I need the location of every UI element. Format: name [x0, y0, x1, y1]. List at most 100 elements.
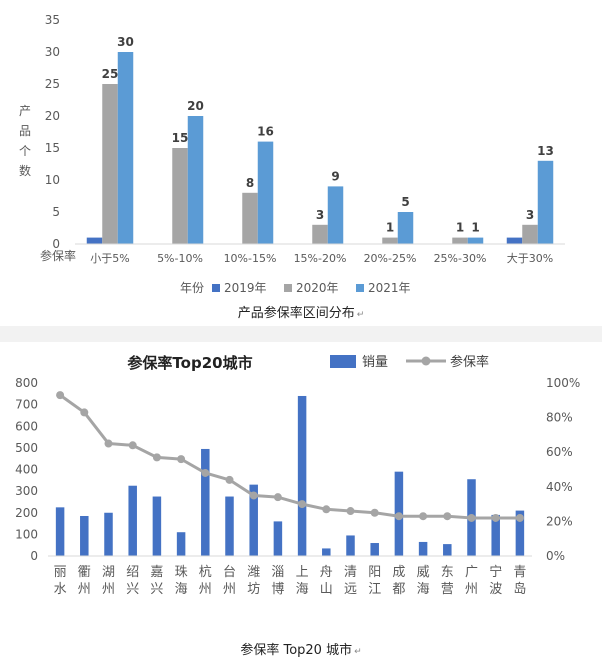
bar-2019年: [86, 237, 103, 244]
bar-销量: [152, 496, 162, 556]
y-tick-label-left: 0: [30, 549, 38, 563]
legend-swatch: [356, 284, 364, 292]
x-tick-label-char: 兴: [150, 582, 163, 597]
data-label: 1: [456, 221, 464, 235]
x-tick-label-char: 台: [223, 565, 236, 580]
x-tick-label-char: 远: [344, 582, 357, 597]
data-label: 25: [102, 67, 119, 81]
bar-销量: [176, 532, 186, 556]
bar-销量: [104, 512, 113, 556]
legend-swatch: [212, 284, 220, 292]
bar-销量: [55, 507, 65, 556]
x-tick-label-char: 都: [392, 582, 405, 597]
y-tick-label-right: 0%: [546, 549, 565, 563]
legend-entry: 2021年: [368, 281, 411, 295]
x-tick-label-char: 州: [223, 582, 236, 597]
x-tick-label-char: 宁: [489, 564, 502, 580]
line-point: [322, 505, 331, 514]
y-tick-label: 30: [45, 45, 60, 59]
x-tick-label-char: 博: [271, 582, 284, 597]
line-point: [467, 513, 476, 522]
y-tick-label: 0: [52, 237, 60, 251]
legend-entry: 2020年: [296, 281, 339, 295]
bar-2019年: [506, 237, 523, 244]
bar-2021年: [467, 237, 484, 244]
line-point: [370, 508, 379, 517]
chart1-svg: 05101520253035产品个数参保率2530小于5%15205%-10%8…: [19, 13, 565, 295]
y-axis-label-char: 产: [19, 104, 31, 118]
line-point: [128, 441, 137, 450]
data-label: 13: [537, 144, 554, 158]
x-tick-label-char: 丽: [54, 565, 67, 580]
x-tick-label-char: 江: [368, 582, 381, 597]
bar-销量: [273, 521, 283, 556]
y-tick-label-left: 600: [15, 419, 38, 433]
bar-销量: [322, 548, 331, 556]
data-label: 5: [401, 195, 409, 209]
line-参保率: [59, 393, 520, 520]
y-tick-label-right: 40%: [546, 480, 573, 494]
legend-entry: 2019年: [224, 281, 267, 295]
chart1-panel: 0 5 10 15 20 25 30 35 产品个数参保率 25 30 小于5% 15 20 5%-10% 8…: [0, 0, 602, 326]
line-point: [249, 491, 258, 500]
data-label: 16: [257, 125, 274, 139]
line-point: [104, 439, 113, 448]
y-tick-label-left: 300: [15, 484, 38, 498]
x-axis-label: 参保率: [40, 248, 76, 263]
y-tick-label: 20: [45, 109, 60, 123]
bar-2021年: [327, 186, 344, 244]
x-tick-label: 25%-30%: [434, 252, 487, 265]
paragraph-mark-icon: ↵: [356, 310, 365, 320]
line-point: [491, 513, 500, 522]
line-point: [515, 513, 524, 522]
data-label: 1: [386, 221, 394, 235]
data-label: 3: [526, 208, 534, 222]
x-tick-label-char: 衢: [78, 565, 91, 580]
chart2-caption-text: 参保率 Top20 城市: [240, 643, 353, 658]
legend-swatch: [284, 284, 292, 292]
line-point: [225, 475, 234, 484]
bar-2021年: [117, 52, 134, 244]
x-tick-label-char: 阳: [368, 565, 381, 580]
x-tick-label-char: 兴: [126, 582, 139, 597]
line-point: [80, 408, 89, 417]
x-tick-label-char: 州: [102, 582, 115, 597]
bar-2021年: [257, 141, 274, 244]
y-tick-label-right: 20%: [546, 514, 573, 528]
x-tick-label-char: 珠: [175, 565, 188, 580]
y-axis-label-char: 数: [19, 163, 31, 178]
bar-销量: [443, 544, 452, 556]
x-tick-label-char: 杭: [199, 565, 212, 580]
bar-2020年: [312, 224, 328, 244]
y-tick-label: 5: [52, 205, 60, 219]
x-tick-label: 10%-15%: [224, 252, 277, 265]
x-tick-label-char: 东: [441, 565, 454, 580]
x-tick-label-char: 上: [296, 565, 309, 580]
x-tick-label-char: 州: [199, 582, 212, 597]
data-label: 3: [316, 208, 324, 222]
x-tick-label-char: 青: [513, 565, 526, 580]
x-tick-label: 大于30%: [507, 251, 553, 265]
chart2-caption: 参保率 Top20 城市 ↵: [0, 639, 602, 658]
y-tick-label: 10: [45, 173, 60, 187]
data-label: 9: [331, 169, 339, 183]
y-tick-label-left: 500: [15, 441, 38, 455]
line-point: [419, 512, 428, 521]
x-tick-label-char: 山: [320, 582, 333, 597]
x-tick-label: 小于5%: [90, 252, 129, 265]
chart-title: 参保率Top20城市: [127, 354, 252, 372]
bar-销量: [249, 484, 258, 556]
x-tick-label-char: 潍: [247, 565, 260, 580]
panel-separator: [0, 326, 602, 342]
data-label: 15: [172, 131, 189, 145]
legend-marker: [421, 356, 431, 366]
line-point: [56, 391, 65, 400]
x-tick-label-char: 坊: [247, 582, 260, 597]
x-tick-label-char: 波: [489, 582, 502, 597]
paragraph-mark-icon: ↵: [354, 647, 362, 657]
line-point: [177, 455, 186, 464]
x-tick-label-char: 海: [296, 582, 309, 597]
x-tick-label-char: 成: [392, 565, 405, 580]
y-tick-label-right: 60%: [546, 445, 573, 459]
legend-swatch: [330, 355, 356, 368]
